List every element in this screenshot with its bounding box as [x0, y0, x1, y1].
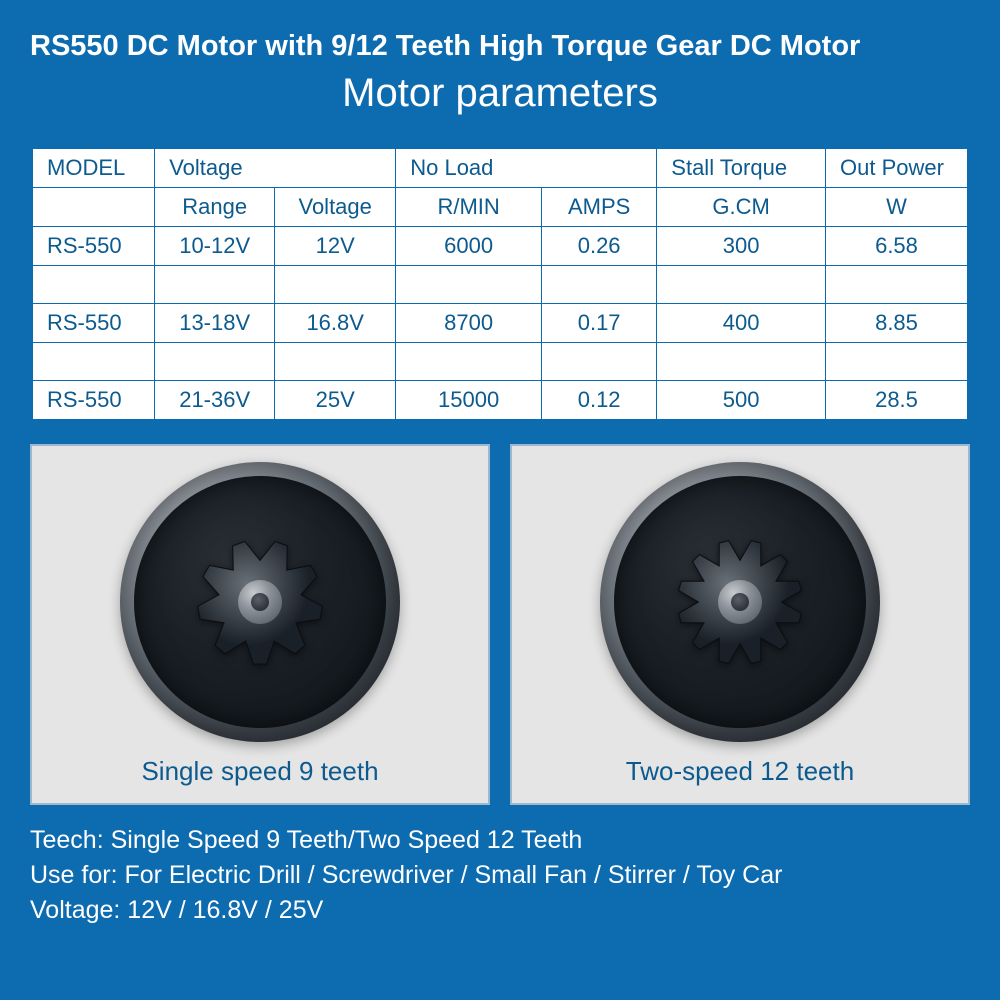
- cell-model: RS-550: [33, 381, 155, 420]
- cell-range: 10-12V: [155, 227, 275, 266]
- gear-image-12teeth: [600, 462, 880, 742]
- cell-range: 21-36V: [155, 381, 275, 420]
- gear-panel-right: Two-speed 12 teeth: [510, 444, 970, 805]
- cell-voltage: 25V: [275, 381, 396, 420]
- table-row: RS-550 13-18V 16.8V 8700 0.17 400 8.85: [33, 304, 968, 343]
- header-voltage: Voltage: [155, 149, 396, 188]
- cell-model: RS-550: [33, 227, 155, 266]
- header-w: W: [826, 188, 968, 227]
- header-stall: Stall Torque: [657, 149, 826, 188]
- header-gcm: G.CM: [657, 188, 826, 227]
- cell-amps: 0.17: [542, 304, 657, 343]
- header-amps: AMPS: [542, 188, 657, 227]
- cell-model: RS-550: [33, 304, 155, 343]
- gear-image-9teeth: [120, 462, 400, 742]
- cell-w: 28.5: [826, 381, 968, 420]
- footer-teeth: Teech: Single Speed 9 Teeth/Two Speed 12…: [30, 823, 970, 858]
- cell-amps: 0.26: [542, 227, 657, 266]
- cell-voltage: 16.8V: [275, 304, 396, 343]
- table-header-row-1: MODEL Voltage No Load Stall Torque Out P…: [33, 149, 968, 188]
- cell-rmin: 15000: [396, 381, 542, 420]
- header-voltage2: Voltage: [275, 188, 396, 227]
- cell-voltage: 12V: [275, 227, 396, 266]
- cell-amps: 0.12: [542, 381, 657, 420]
- gear-label-right: Two-speed 12 teeth: [626, 756, 854, 787]
- table-spacer: [33, 343, 968, 381]
- footer-voltage: Voltage: 12V / 16.8V / 25V: [30, 893, 970, 928]
- header-out: Out Power: [826, 149, 968, 188]
- header-model: MODEL: [33, 149, 155, 188]
- page-title: RS550 DC Motor with 9/12 Teeth High Torq…: [30, 30, 970, 63]
- cell-w: 8.85: [826, 304, 968, 343]
- header-range: Range: [155, 188, 275, 227]
- header-noload: No Load: [396, 149, 657, 188]
- footer-use: Use for: For Electric Drill / Screwdrive…: [30, 858, 970, 893]
- gear-label-left: Single speed 9 teeth: [141, 756, 378, 787]
- table-header-row-2: Range Voltage R/MIN AMPS G.CM W: [33, 188, 968, 227]
- header-rmin: R/MIN: [396, 188, 542, 227]
- cell-gcm: 500: [657, 381, 826, 420]
- params-table: MODEL Voltage No Load Stall Torque Out P…: [30, 146, 970, 422]
- cell-gcm: 300: [657, 227, 826, 266]
- table-spacer: [33, 266, 968, 304]
- cell-rmin: 8700: [396, 304, 542, 343]
- table-row: RS-550 21-36V 25V 15000 0.12 500 28.5: [33, 381, 968, 420]
- cell-range: 13-18V: [155, 304, 275, 343]
- cell-rmin: 6000: [396, 227, 542, 266]
- cell-gcm: 400: [657, 304, 826, 343]
- footer-specs: Teech: Single Speed 9 Teeth/Two Speed 12…: [30, 823, 970, 928]
- table-row: RS-550 10-12V 12V 6000 0.26 300 6.58: [33, 227, 968, 266]
- page-subtitle: Motor parameters: [30, 71, 970, 116]
- cell-w: 6.58: [826, 227, 968, 266]
- gear-panel-left: Single speed 9 teeth: [30, 444, 490, 805]
